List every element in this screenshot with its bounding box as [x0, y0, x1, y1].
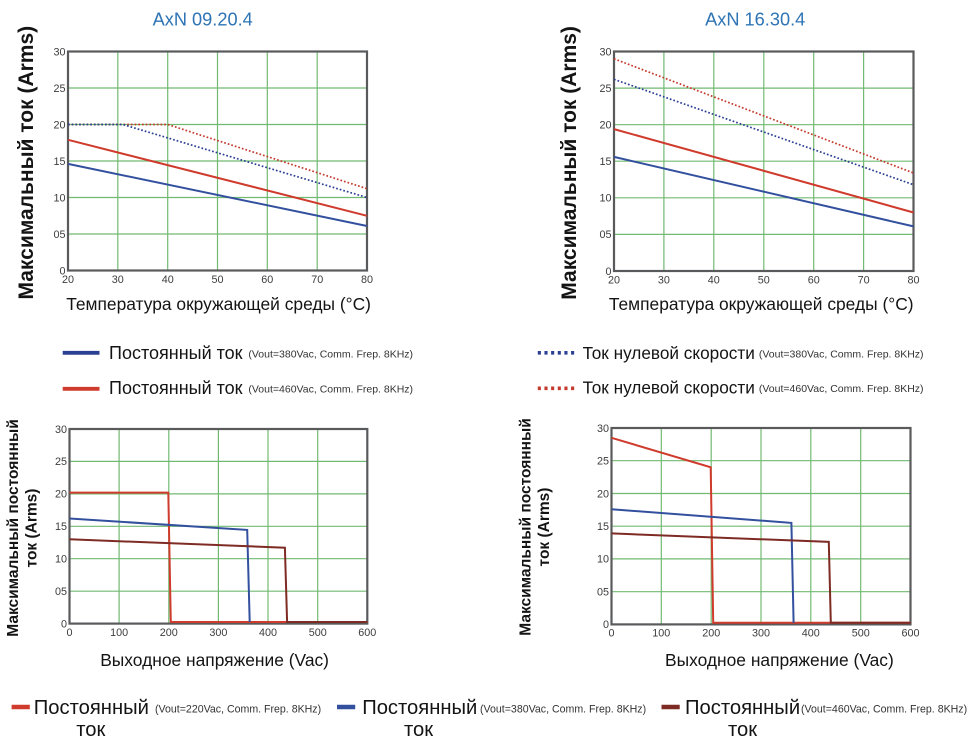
svg-text:ток (Arms): ток (Arms) [24, 489, 41, 568]
svg-text:30: 30 [53, 46, 65, 58]
svg-text:Постоянный ток: Постоянный ток [109, 378, 243, 398]
svg-text:Максимальный ток (Arms): Максимальный ток (Arms) [558, 26, 581, 300]
svg-text:ток (Arms): ток (Arms) [536, 488, 553, 567]
svg-text:600: 600 [901, 628, 919, 640]
svg-text:15: 15 [597, 521, 609, 533]
svg-text:30: 30 [55, 424, 67, 436]
svg-text:25: 25 [599, 83, 611, 95]
svg-text:05: 05 [53, 229, 65, 241]
svg-text:30: 30 [599, 46, 611, 58]
svg-text:200: 200 [702, 628, 720, 640]
svg-text:0: 0 [61, 618, 67, 630]
svg-text:(Vout=460Vac, Comm. Frep. 8KHz: (Vout=460Vac, Comm. Frep. 8KHz) [801, 704, 967, 716]
svg-text:80: 80 [907, 274, 919, 286]
svg-text:10: 10 [599, 193, 611, 205]
svg-text:100: 100 [652, 628, 670, 640]
svg-text:10: 10 [597, 554, 609, 566]
svg-text:25: 25 [53, 83, 65, 95]
svg-text:80: 80 [361, 274, 373, 286]
svg-text:50: 50 [758, 274, 770, 286]
svg-text:Постоянный: Постоянный [362, 697, 477, 719]
svg-text:500: 500 [309, 627, 327, 639]
svg-text:(Vout=220Vac, Comm. Frep. 8KHz: (Vout=220Vac, Comm. Frep. 8KHz) [155, 704, 321, 716]
svg-text:20: 20 [599, 120, 611, 132]
svg-text:(Vout=380Vac, Comm. Frep. 8KHz: (Vout=380Vac, Comm. Frep. 8KHz) [248, 348, 413, 360]
svg-text:30: 30 [658, 274, 670, 286]
svg-text:Постоянный ток: Постоянный ток [109, 343, 243, 363]
svg-text:15: 15 [55, 521, 67, 533]
svg-text:AxN 16.30.4: AxN 16.30.4 [705, 10, 805, 30]
svg-text:40: 40 [162, 274, 174, 286]
svg-text:100: 100 [110, 627, 128, 639]
svg-text:0: 0 [608, 628, 614, 640]
svg-text:ток: ток [404, 719, 433, 741]
svg-text:400: 400 [259, 627, 277, 639]
svg-text:Постоянный: Постоянный [34, 697, 149, 719]
svg-text:Максимальный постоянный: Максимальный постоянный [5, 419, 22, 637]
svg-text:200: 200 [160, 627, 178, 639]
svg-text:05: 05 [599, 229, 611, 241]
svg-text:20: 20 [597, 488, 609, 500]
svg-text:70: 70 [311, 274, 323, 286]
svg-text:25: 25 [55, 456, 67, 468]
svg-text:600: 600 [358, 627, 376, 639]
svg-text:(Vout=380Vac, Comm. Frep. 8KHz: (Vout=380Vac, Comm. Frep. 8KHz) [759, 348, 924, 360]
svg-text:0: 0 [59, 265, 65, 277]
svg-text:20: 20 [62, 274, 74, 286]
svg-text:20: 20 [608, 274, 620, 286]
svg-text:(Vout=460Vac, Comm. Frep. 8KHz: (Vout=460Vac, Comm. Frep. 8KHz) [248, 383, 413, 395]
svg-text:Выходное напряжение (Vac): Выходное напряжение (Vac) [665, 650, 894, 670]
svg-text:Максимальный постоянный: Максимальный постоянный [518, 418, 535, 636]
svg-text:(Vout=380Vac, Comm. Frep. 8KHz: (Vout=380Vac, Comm. Frep. 8KHz) [480, 704, 646, 716]
svg-text:ток: ток [76, 719, 105, 741]
svg-text:05: 05 [55, 586, 67, 598]
svg-text:10: 10 [55, 554, 67, 566]
svg-text:20: 20 [55, 489, 67, 501]
svg-text:AxN 09.20.4: AxN 09.20.4 [153, 10, 253, 30]
svg-text:Ток нулевой скорости: Ток нулевой скорости [583, 343, 755, 363]
svg-text:(Vout=460Vac, Comm. Frep. 8KHz: (Vout=460Vac, Comm. Frep. 8KHz) [759, 383, 924, 395]
svg-text:15: 15 [53, 156, 65, 168]
svg-text:60: 60 [261, 274, 273, 286]
svg-text:0: 0 [605, 266, 611, 278]
svg-text:Ток нулевой скорости: Ток нулевой скорости [583, 377, 755, 397]
svg-text:Выходное напряжение (Vac): Выходное напряжение (Vac) [100, 650, 329, 670]
svg-text:60: 60 [808, 274, 820, 286]
svg-text:Постоянный: Постоянный [685, 697, 800, 719]
svg-text:400: 400 [802, 628, 820, 640]
svg-text:500: 500 [852, 628, 870, 640]
svg-text:Максимальный ток (Arms): Максимальный ток (Arms) [15, 26, 38, 300]
svg-text:30: 30 [597, 423, 609, 435]
svg-text:20: 20 [53, 119, 65, 131]
svg-text:0: 0 [603, 619, 609, 631]
svg-text:300: 300 [209, 627, 227, 639]
svg-text:40: 40 [708, 274, 720, 286]
svg-text:70: 70 [858, 274, 870, 286]
svg-text:05: 05 [597, 587, 609, 599]
svg-text:ток: ток [728, 719, 757, 741]
svg-text:15: 15 [599, 156, 611, 168]
svg-text:Температура окружающей среды (: Температура окружающей среды (°C) [609, 294, 914, 314]
svg-text:10: 10 [53, 192, 65, 204]
svg-text:Температура окружающей среды (: Температура окружающей среды (°C) [66, 294, 371, 314]
svg-text:0: 0 [66, 627, 72, 639]
svg-text:300: 300 [752, 628, 770, 640]
svg-text:50: 50 [211, 274, 223, 286]
svg-text:30: 30 [112, 274, 124, 286]
svg-text:25: 25 [597, 456, 609, 468]
